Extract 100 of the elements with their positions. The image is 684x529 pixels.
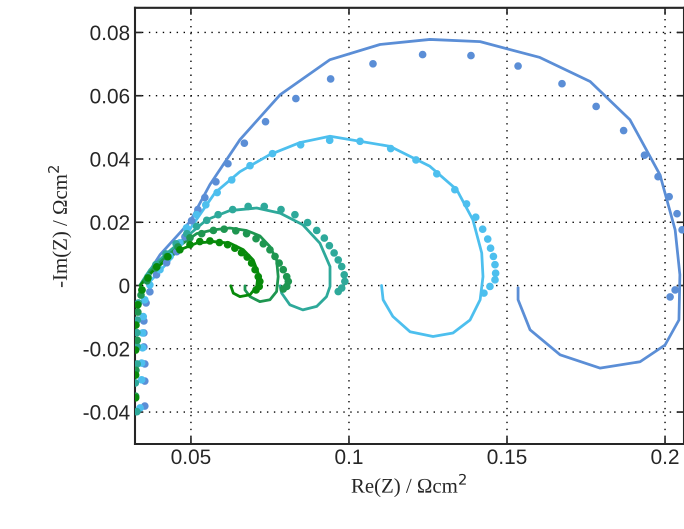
point [248, 259, 256, 267]
point [433, 170, 441, 178]
point [238, 248, 246, 256]
point [243, 253, 252, 261]
point [334, 288, 342, 296]
point [291, 210, 299, 218]
point [212, 178, 220, 186]
x-tick-label: 0.15 [488, 449, 526, 464]
point [135, 336, 142, 344]
point [260, 240, 268, 248]
point [135, 360, 142, 368]
point [146, 288, 154, 296]
point [139, 312, 148, 320]
point [210, 226, 218, 234]
point [467, 52, 475, 60]
point [192, 210, 200, 218]
point [418, 50, 426, 58]
point [312, 226, 321, 234]
point [412, 156, 420, 164]
point [279, 266, 288, 274]
point [462, 200, 470, 208]
point [491, 260, 499, 268]
point [251, 266, 259, 274]
y-tick-label: -0.04 [84, 405, 130, 420]
point [268, 150, 276, 158]
point [326, 136, 334, 144]
point [266, 246, 274, 254]
point [673, 210, 681, 218]
point [472, 213, 480, 222]
point [484, 235, 492, 243]
point [592, 102, 600, 110]
point [296, 140, 304, 149]
point [271, 252, 279, 260]
point [304, 218, 312, 226]
point [277, 206, 285, 214]
y-tick-label: 0.04 [90, 152, 130, 167]
point [341, 278, 349, 286]
point [492, 269, 500, 277]
point [478, 225, 486, 234]
point [214, 210, 222, 218]
point [198, 230, 206, 238]
point [252, 286, 260, 294]
point [558, 80, 566, 88]
point [369, 60, 377, 68]
point [451, 186, 459, 194]
point [320, 234, 328, 242]
point [188, 216, 196, 224]
point [206, 237, 214, 245]
point [202, 201, 210, 209]
point [514, 62, 522, 70]
point [275, 259, 283, 267]
point [620, 126, 628, 134]
point [490, 252, 498, 260]
point [640, 151, 648, 160]
point [491, 276, 499, 284]
x-tick-label: 0.2 [651, 449, 678, 464]
point [228, 206, 236, 214]
point [186, 240, 194, 249]
y-tick-label: 0.06 [90, 88, 130, 104]
point [196, 238, 204, 246]
point [338, 262, 346, 270]
point [326, 242, 334, 250]
point [654, 172, 662, 181]
point [252, 234, 260, 243]
point [176, 246, 184, 254]
point [326, 75, 334, 83]
point [246, 162, 254, 170]
y-tick-label: 0.08 [90, 25, 130, 40]
point [334, 256, 342, 264]
point [240, 139, 248, 147]
point [486, 244, 494, 252]
x-tick-label: 0.1 [335, 449, 362, 464]
point [386, 144, 394, 152]
point [340, 270, 348, 279]
point [228, 176, 236, 184]
point [202, 216, 211, 224]
point [138, 376, 146, 384]
point [666, 293, 674, 301]
point [262, 118, 270, 126]
y-tick-label: 0.02 [90, 215, 130, 230]
point [671, 286, 679, 294]
point [244, 202, 252, 210]
point [292, 94, 300, 102]
point [279, 285, 288, 293]
point [135, 308, 142, 316]
y-axis-title: -Im(Z) / Ωcm$^{2}$ [48, 166, 72, 288]
point [356, 137, 364, 146]
point [224, 160, 232, 168]
point [220, 225, 228, 234]
line-series [138, 206, 332, 312]
point [216, 238, 224, 246]
point [231, 244, 239, 252]
point [201, 194, 209, 202]
point [186, 234, 194, 242]
x-tick-label: 0.05 [171, 449, 210, 464]
y-tick-label: 0 [119, 278, 130, 294]
point [232, 227, 240, 235]
x-axis-title: Re(Z) / Ωcm$^{2}$ [352, 474, 466, 498]
point [224, 240, 232, 249]
y-tick-label: -0.02 [84, 342, 130, 357]
